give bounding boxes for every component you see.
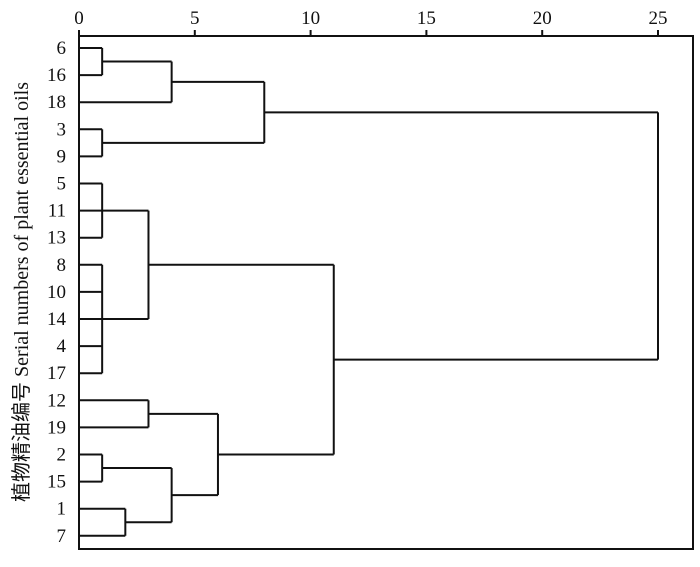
leaf-label: 4 [57,336,67,357]
leaf-label: 11 [48,201,66,222]
leaf-label: 2 [57,445,67,466]
leaf-label: 15 [47,472,66,493]
leaf-label: 7 [57,526,67,547]
leaf-label: 17 [47,363,66,384]
x-tick-label: 20 [533,8,552,29]
y-axis-label: 植物精油编号 Serial numbers of plant essential… [10,82,33,502]
x-tick-label: 0 [74,8,84,29]
leaf-label: 16 [47,65,66,86]
leaf-label: 5 [57,174,67,195]
leaf-label: 8 [57,255,67,276]
leaf-label: 19 [47,417,66,438]
x-tick-label: 10 [301,8,320,29]
x-tick-label: 25 [649,8,668,29]
leaf-label: 3 [57,119,67,140]
leaf-label: 6 [57,38,67,59]
leaf-label: 13 [47,228,66,249]
leaf-label: 14 [47,309,67,330]
leaf-label: 1 [57,499,67,520]
x-tick-label: 5 [190,8,200,29]
x-tick-label: 15 [417,8,436,29]
leaf-label: 10 [47,282,66,303]
leaf-label: 9 [57,146,67,167]
leaf-label: 12 [47,390,66,411]
leaf-label: 18 [47,92,66,113]
